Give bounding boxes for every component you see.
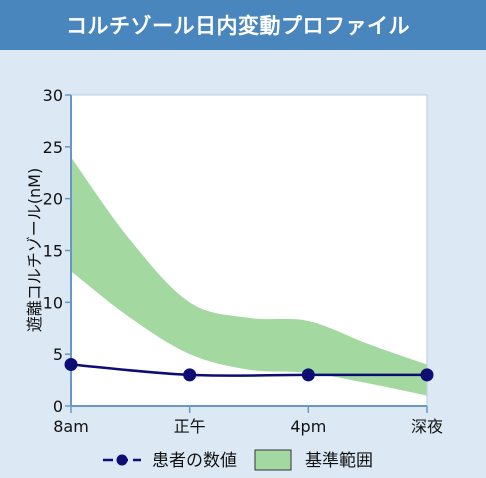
title-bar: コルチゾール日内変動プロファイル <box>0 0 486 50</box>
legend: 患者の数値 基準範囲 <box>103 449 373 471</box>
x-tick-label: 4pm <box>290 417 326 436</box>
x-tick-label: 8am <box>53 417 89 436</box>
legend-patient-marker <box>116 454 128 466</box>
patient-data-point <box>183 368 197 382</box>
y-axis-title: 遊離コルチゾール(nM) <box>25 168 44 332</box>
reference-range-band <box>71 157 427 396</box>
y-tick-label: 5 <box>53 345 63 364</box>
legend-patient-label: 患者の数値 <box>152 451 237 471</box>
chart-title: コルチゾール日内変動プロファイル <box>66 14 410 38</box>
patient-data-point <box>64 358 78 372</box>
patient-data-point <box>301 368 315 382</box>
patient-values-line <box>70 363 427 377</box>
legend-reference-swatch <box>254 449 292 471</box>
cortisol-chart: 0 5 10 15 20 25 30 8am 正午 4pm 深夜 遊離コルチゾール(nM) 患者の… <box>25 86 443 471</box>
y-tick-label: 0 <box>53 397 63 416</box>
y-tick-label: 20 <box>43 190 63 209</box>
patient-data-point <box>420 368 434 382</box>
y-tick-label: 10 <box>43 293 63 312</box>
x-tick-label: 深夜 <box>411 417 443 436</box>
y-tick-label: 30 <box>43 86 63 105</box>
y-tick-label: 15 <box>43 242 63 261</box>
legend-reference-label: 基準範囲 <box>305 451 373 471</box>
y-tick-label: 25 <box>43 138 63 157</box>
x-tick-label: 正午 <box>174 417 206 436</box>
